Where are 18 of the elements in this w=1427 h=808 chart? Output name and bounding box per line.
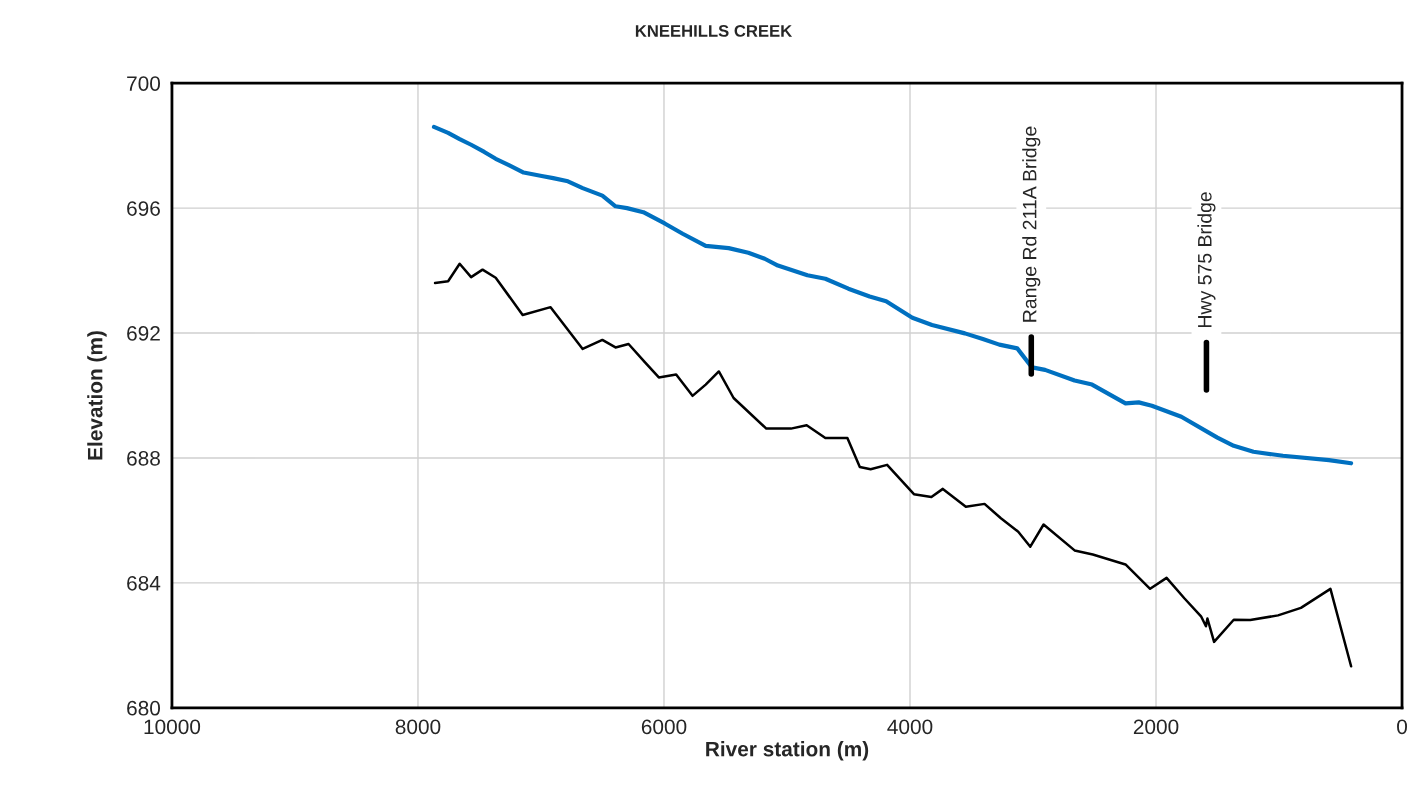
annotation: Range Rd 211A Bridge xyxy=(1022,126,1041,322)
line-series xyxy=(431,124,1354,466)
x-tick-label: 8000 xyxy=(395,719,441,735)
y-tick-label: 684 xyxy=(127,575,161,591)
chart-title: KNEEHILLS CREEK xyxy=(635,24,793,37)
x-tick-label: 2000 xyxy=(1133,719,1179,735)
annotation: Hwy 575 Bridge xyxy=(1197,192,1216,327)
y-axis-title: Elevation (m) xyxy=(87,331,107,460)
x-axis-title: River station (m) xyxy=(706,741,869,761)
x-tick-label: 0 xyxy=(1397,719,1408,735)
x-tick-label: 10000 xyxy=(144,719,201,735)
x-tick-label: 4000 xyxy=(887,719,933,735)
y-tick-label: 696 xyxy=(127,201,160,216)
y-tick-label: 700 xyxy=(127,76,161,91)
y-tick-label: 680 xyxy=(127,700,161,716)
y-tick-label: 688 xyxy=(127,450,160,466)
x-tick-label: 6000 xyxy=(641,719,687,735)
y-tick-label: 692 xyxy=(127,326,160,341)
